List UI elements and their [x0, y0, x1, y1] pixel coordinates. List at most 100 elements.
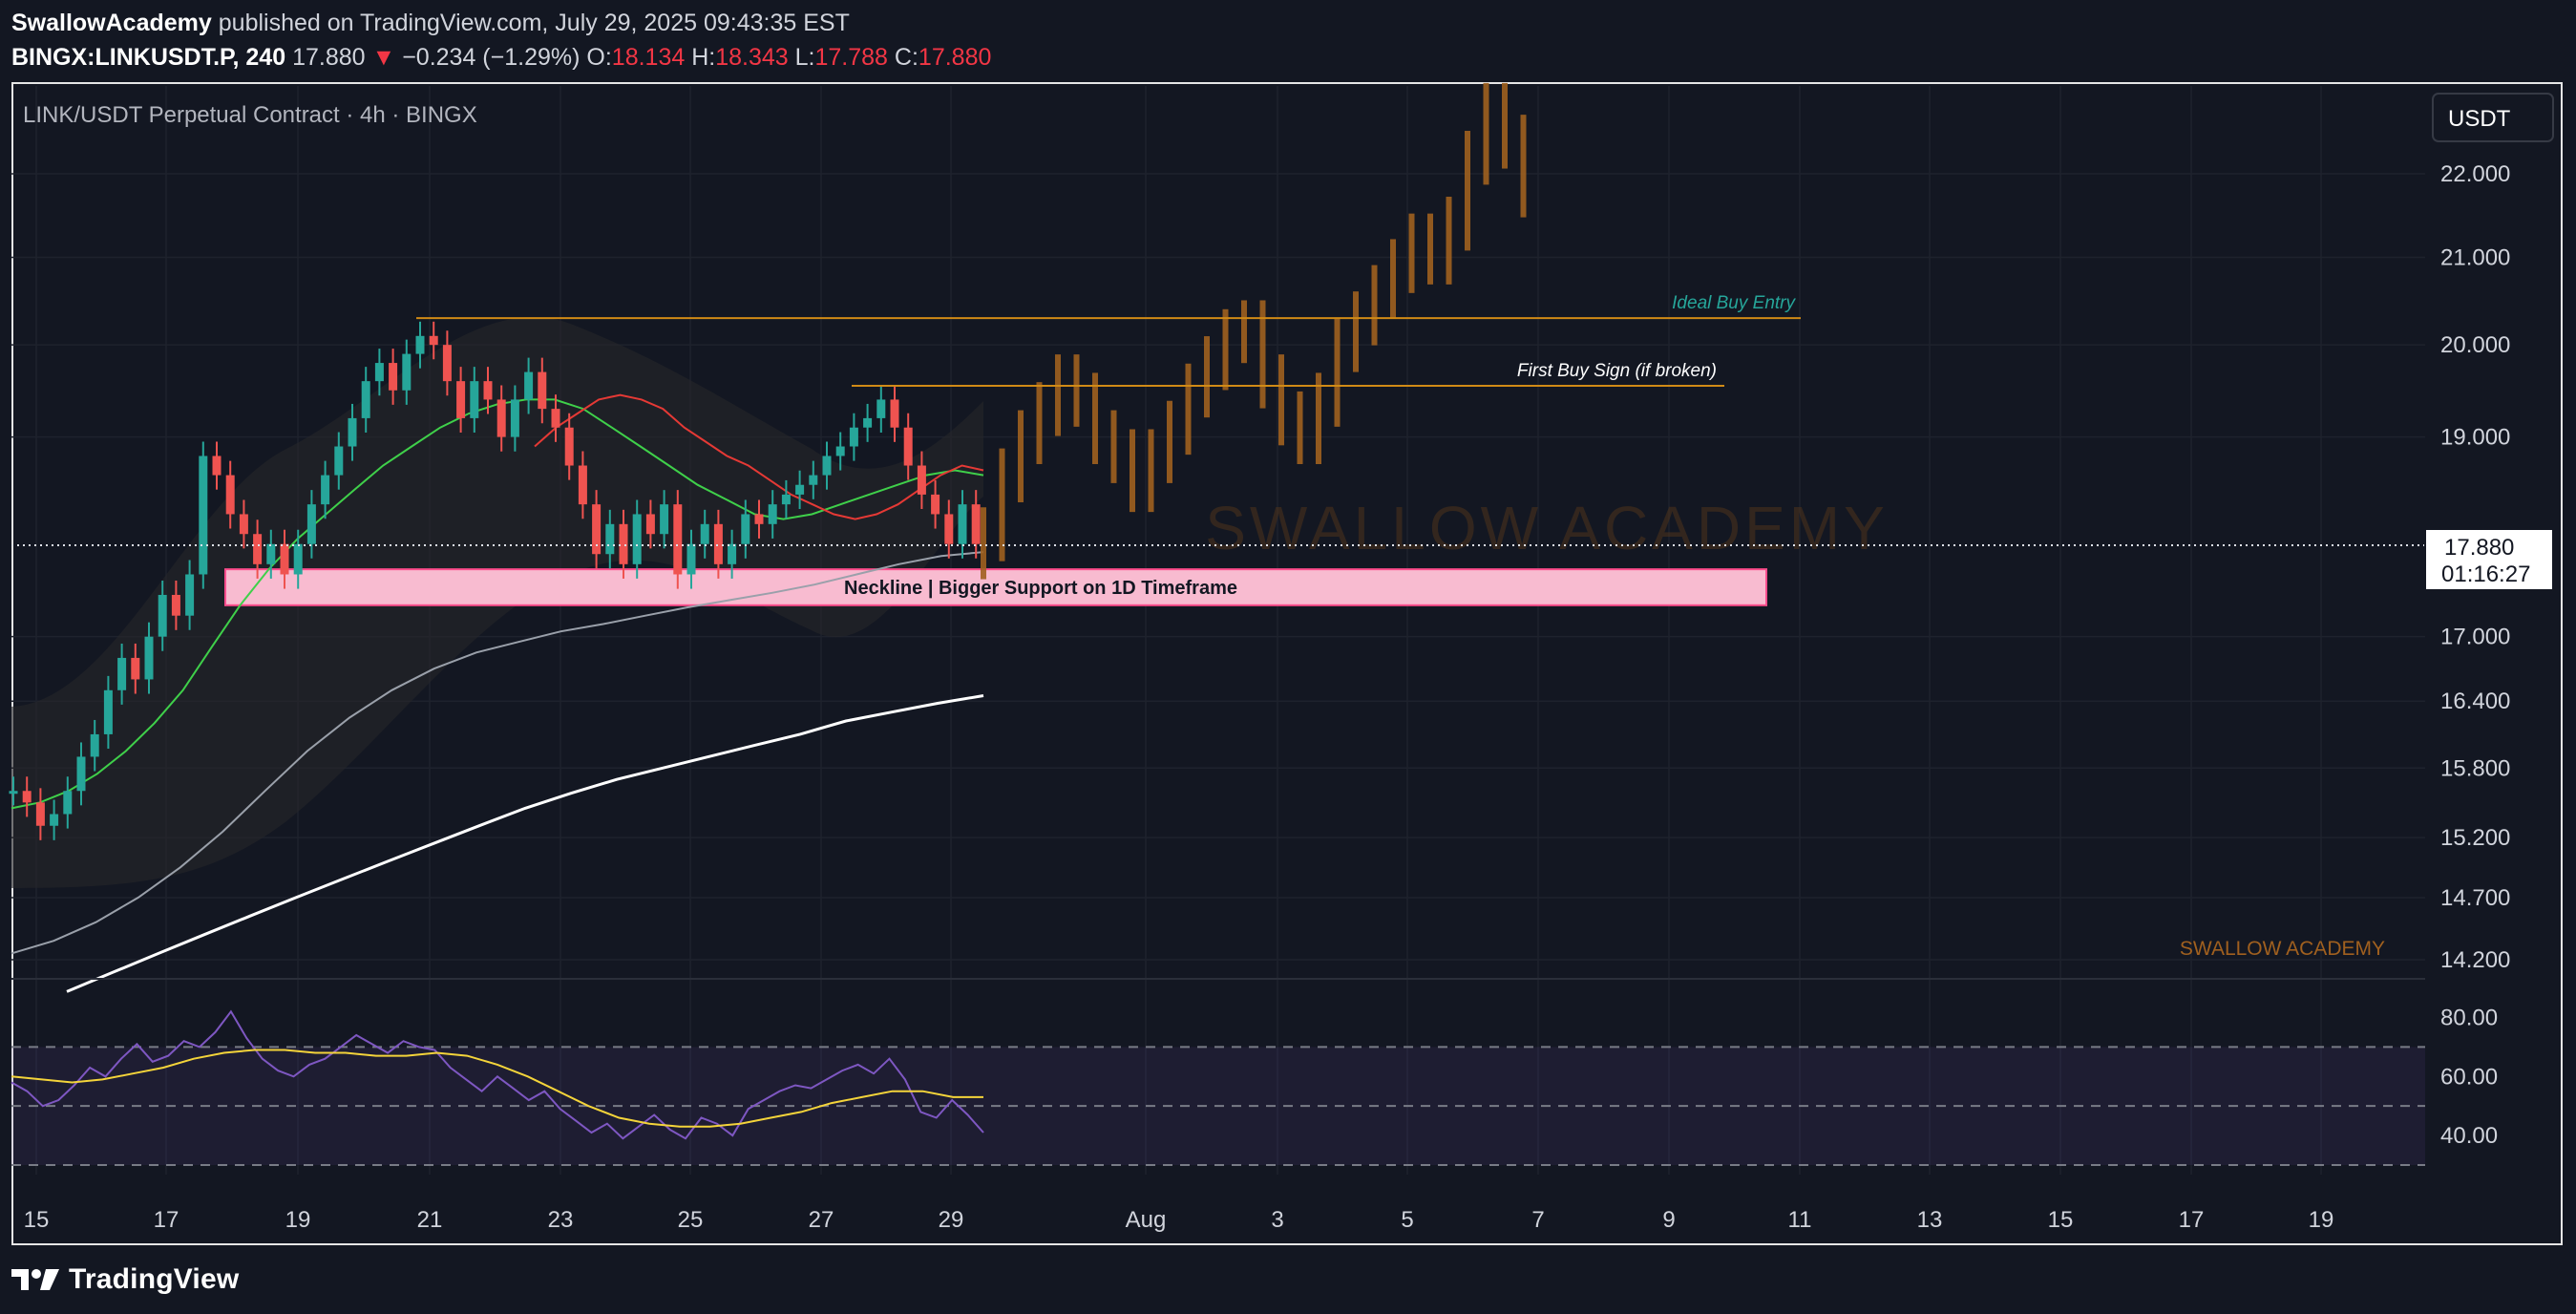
time-tick-label: 17 [2179, 1207, 2205, 1233]
tradingview-brand: TradingView [69, 1263, 240, 1295]
candle-body [686, 543, 696, 575]
projection-bar [1390, 239, 1396, 320]
projection-bar [1334, 318, 1341, 427]
candle-body [35, 802, 45, 826]
rsi-tick-label: 60.00 [2440, 1064, 2498, 1090]
candle-body [361, 381, 370, 418]
time-tick-label: 19 [285, 1207, 311, 1233]
projection-bar [1110, 410, 1117, 483]
candle-body [442, 345, 452, 382]
candle-body [903, 427, 913, 466]
price-tick-label: 22.000 [2440, 161, 2510, 187]
candle-body [225, 475, 235, 515]
candle-body [728, 543, 737, 564]
projection-bar [999, 448, 1005, 562]
candle-body [131, 657, 140, 680]
time-axis[interactable]: 15 17 19 21 23 25 27 29 Aug 3 5 7 9 11 13 15 17 19 [24, 1207, 2334, 1233]
tradingview-logo-icon [11, 1269, 59, 1290]
candle-body [551, 409, 560, 428]
rsi-tick-label: 80.00 [2440, 1005, 2498, 1030]
time-tick-label: 15 [2048, 1207, 2074, 1233]
price-tick-label: 15.800 [2440, 755, 2510, 781]
time-tick-label: 27 [809, 1207, 834, 1233]
time-tick-label: 13 [1917, 1207, 1943, 1233]
symbol-label: BINGX:LINKUSDT.P, 240 [11, 44, 286, 71]
projection-bar [1371, 265, 1378, 346]
candle-body [76, 756, 86, 792]
currency-button[interactable]: USDT [2432, 93, 2554, 142]
price-tag-countdown: 01:16:27 [2441, 562, 2530, 587]
candle-body [334, 446, 344, 476]
projection-bar [1130, 429, 1135, 513]
candle-body [280, 543, 289, 575]
currency-button-label: USDT [2448, 106, 2511, 132]
projection-bar [1278, 354, 1284, 446]
candle-body [592, 504, 602, 555]
candle-body [90, 733, 99, 757]
candle-body [144, 636, 154, 680]
candle-body [402, 353, 412, 391]
support-zone-label: Neckline | Bigger Support on 1D Timefram… [844, 578, 1237, 599]
price-tick-label: 14.200 [2440, 947, 2510, 973]
projection-bar [1055, 354, 1061, 436]
candle-body [103, 689, 113, 734]
price-tick-label: 20.000 [2440, 332, 2510, 358]
candle-body [931, 494, 940, 515]
candle-body [117, 657, 127, 690]
time-tick-label: Aug [1126, 1207, 1167, 1233]
projection-bars [981, 82, 1527, 580]
buy-level-label: First Buy Sign (if broken) [1517, 361, 1717, 381]
candles [9, 321, 981, 840]
high-value: 18.343 [715, 44, 789, 71]
time-tick-label: 3 [1271, 1207, 1283, 1233]
tradingview-footer[interactable]: TradingView [11, 1257, 239, 1303]
support-zone [224, 568, 1767, 606]
projection-bar [1241, 300, 1247, 364]
projection-bar [1036, 382, 1043, 465]
candle-body [958, 504, 967, 544]
price-tag: 17.880 01:16:27 [2424, 528, 2554, 591]
price-tick-label: 14.700 [2440, 885, 2510, 911]
candle-body [348, 417, 357, 447]
chart-frame [11, 82, 2563, 1245]
time-tick-label: 7 [1531, 1207, 1544, 1233]
indicator-ma-white [66, 694, 984, 993]
support-zone-group: Neckline | Bigger Support on 1D Timefram… [224, 568, 1767, 606]
time-tick-label: 5 [1401, 1207, 1413, 1233]
rsi-ma-line [11, 1049, 983, 1128]
candle-body [171, 594, 180, 616]
projection-bar [1316, 372, 1321, 465]
publish-info: published on TradingView.com, July 29, 2… [218, 10, 850, 36]
time-tick-label: 21 [417, 1207, 443, 1233]
candle-body [578, 465, 587, 505]
projection-bar [1427, 213, 1433, 285]
projection-bar [1465, 130, 1470, 251]
author-name[interactable]: SwallowAcademy [11, 10, 212, 36]
candle-body [713, 523, 723, 564]
candle-body [849, 427, 858, 447]
candle-body [456, 381, 466, 418]
series-legend: LINK/USDT Perpetual Contract · 4h · BING… [23, 102, 477, 128]
projection-bar [1353, 291, 1359, 372]
candle-body [754, 514, 764, 524]
candle-body [50, 814, 59, 826]
candle-body [253, 534, 263, 564]
price-tick-label: 19.000 [2440, 425, 2510, 451]
projection-bar [1502, 82, 1508, 169]
time-tick-label: 19 [2309, 1207, 2334, 1233]
candle-body [645, 514, 655, 535]
candle-body [429, 335, 438, 346]
candle-body [971, 504, 981, 544]
projection-bar [1185, 363, 1192, 456]
candle-body [619, 523, 628, 564]
candle-body [944, 514, 954, 544]
price-axis[interactable]: 22.000 21.000 20.000 19.000 17.000 16.400 15.8… [2440, 161, 2510, 973]
candle-body [266, 543, 276, 564]
price-tick-label: 21.000 [2440, 244, 2510, 270]
price-tick-label: 16.400 [2440, 689, 2510, 714]
projection-bar [1297, 391, 1303, 465]
candle-body [538, 371, 547, 410]
low-label: L: [794, 44, 815, 71]
close-label: C: [894, 44, 918, 71]
